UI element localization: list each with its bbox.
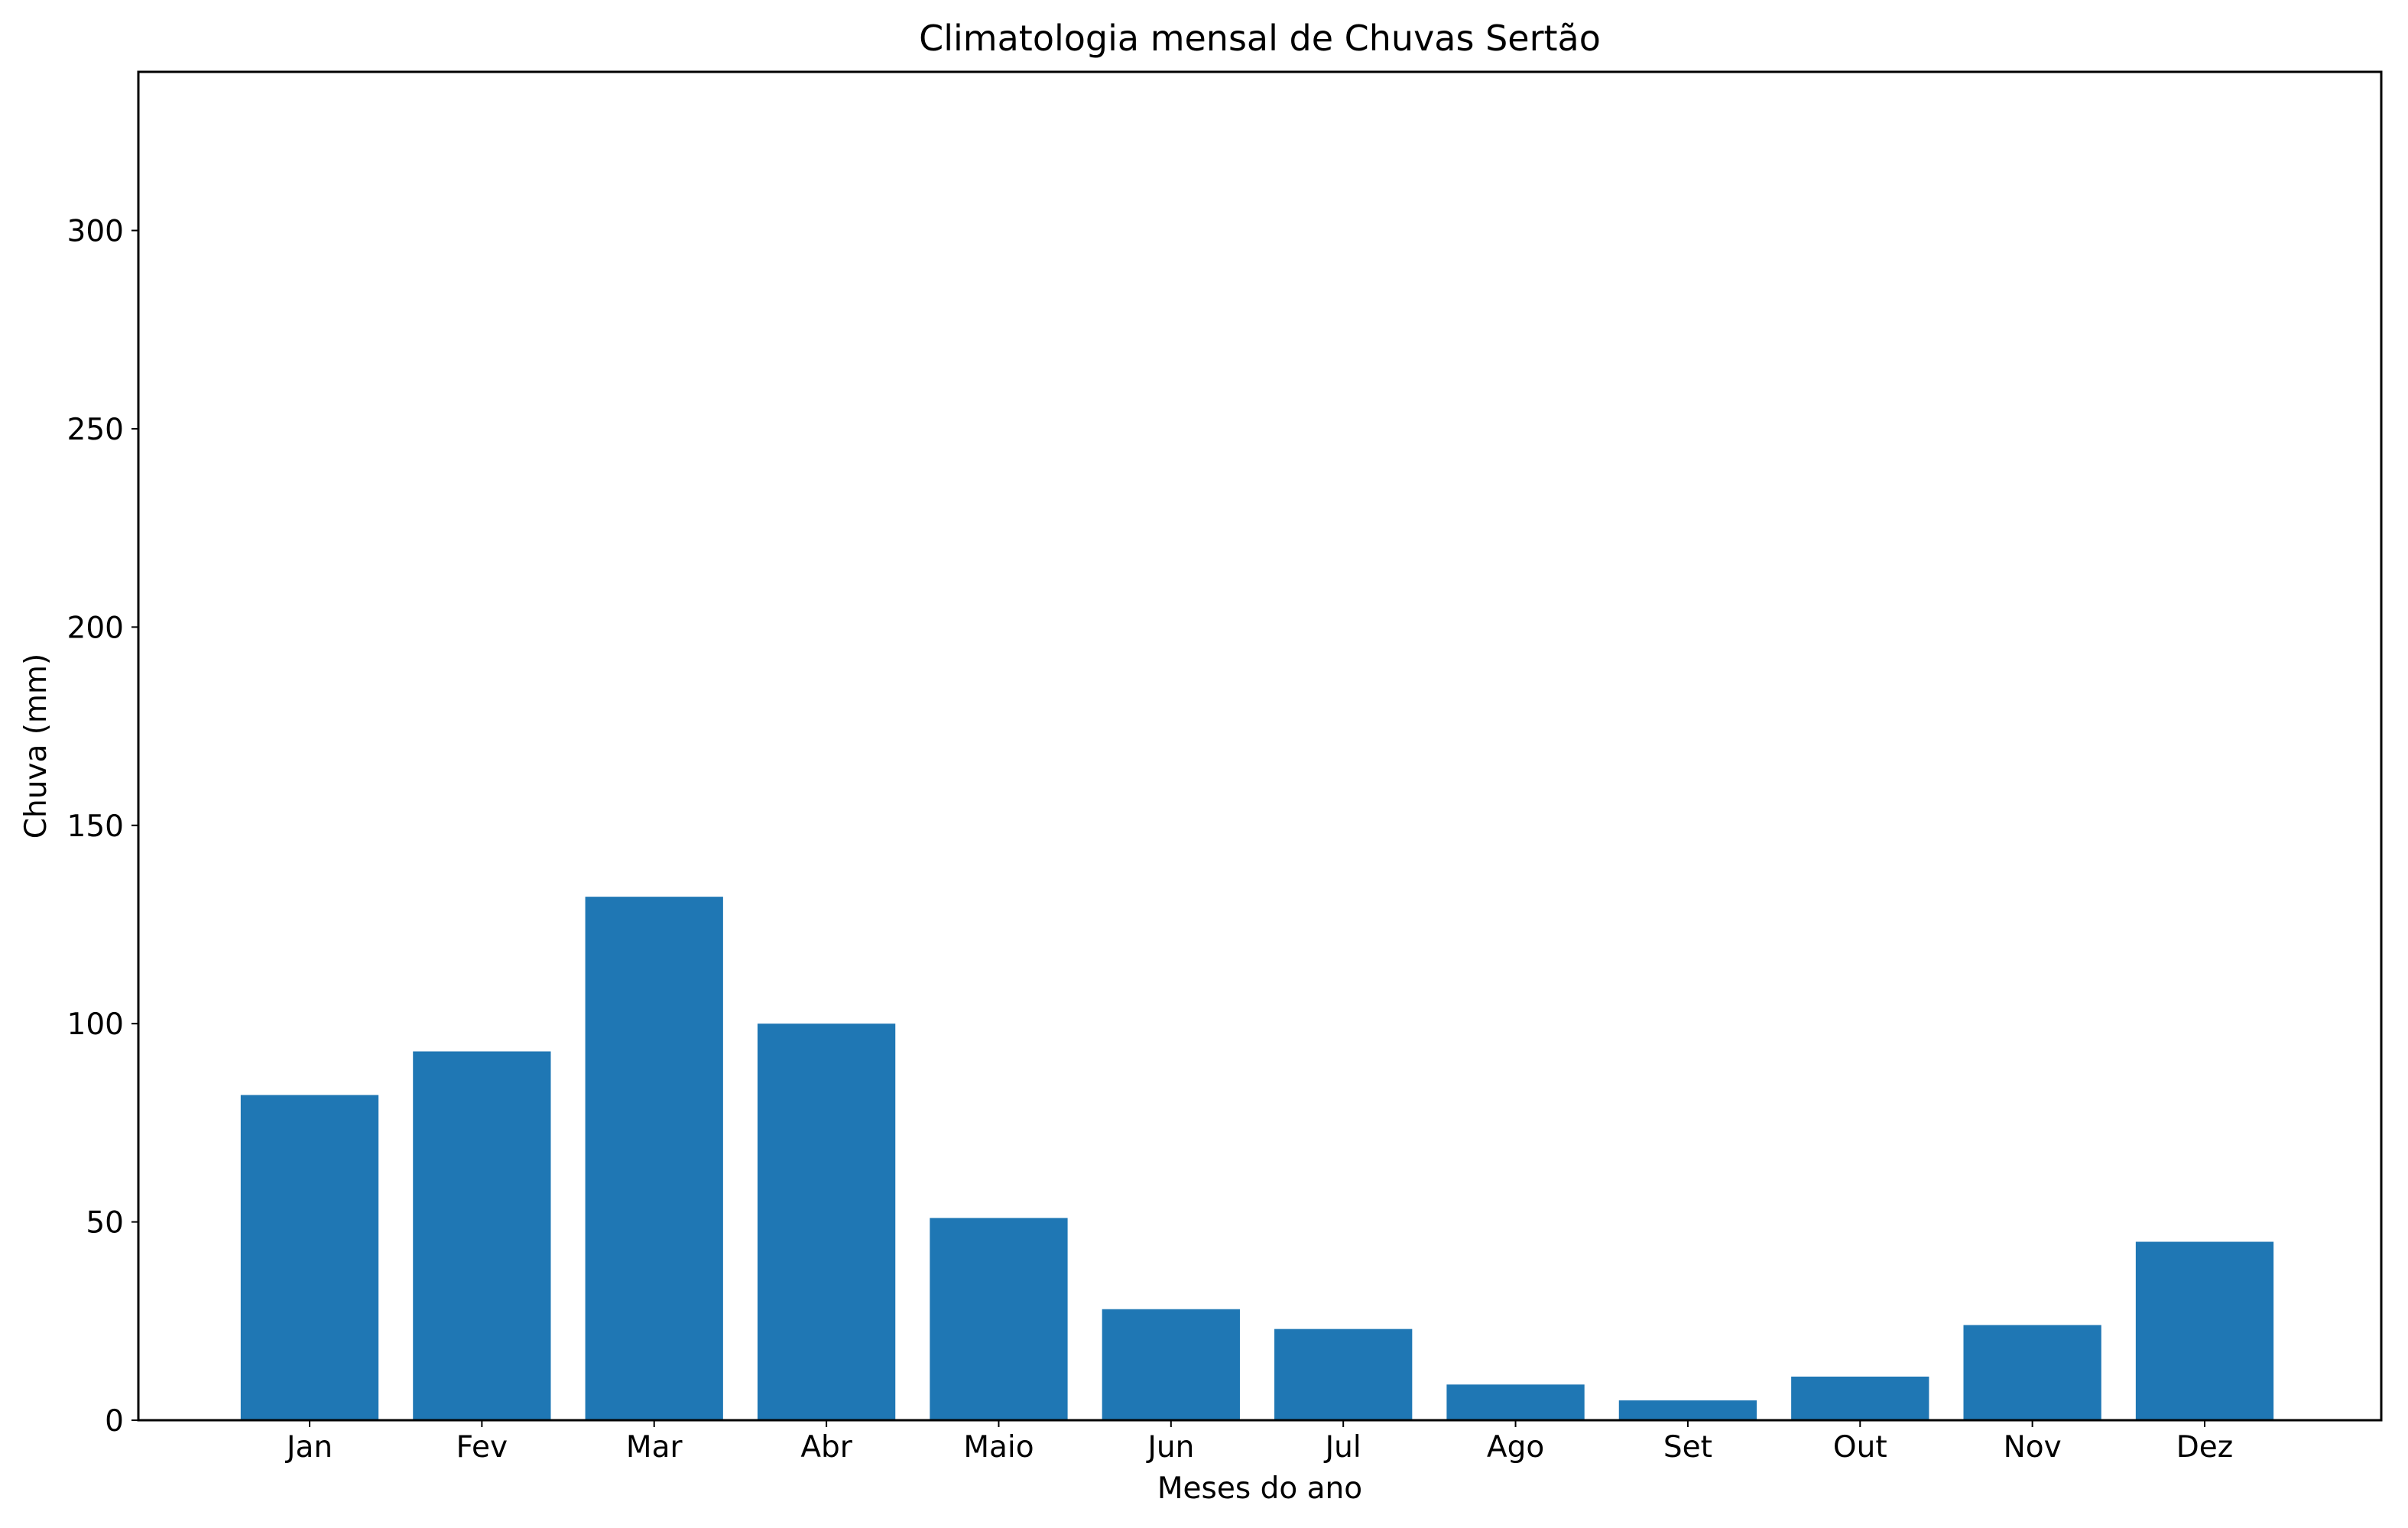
plot-frame: [137, 70, 2383, 1422]
bar-set: [1618, 1400, 1757, 1420]
x-tick-label-nov: Nov: [2004, 1430, 2062, 1465]
x-tick-label-set: Set: [1663, 1430, 1712, 1465]
y-tick-label-100: 100: [67, 1007, 124, 1042]
y-tick-label-50: 50: [86, 1206, 124, 1241]
bar-mar: [585, 897, 723, 1420]
x-tick-label-fev: Fev: [456, 1430, 508, 1465]
y-axis-ticks: 0 50 100 150 200 250 300: [67, 215, 138, 1439]
x-tick-label-maio: Maio: [963, 1430, 1034, 1465]
bar-ago: [1446, 1384, 1585, 1420]
bar-dez: [2135, 1241, 2274, 1420]
bar-fev: [413, 1051, 551, 1420]
x-tick-label-jun: Jun: [1145, 1430, 1194, 1465]
y-tick-label-300: 300: [67, 215, 124, 249]
bar-jul: [1274, 1328, 1413, 1420]
bars-group: [240, 897, 2274, 1420]
y-tick-label-0: 0: [105, 1404, 124, 1439]
bar-jan: [240, 1095, 379, 1420]
y-axis-label: Chuva (mm): [19, 654, 54, 839]
y-tick-label-250: 250: [67, 413, 124, 447]
chart-title: Climatologia mensal de Chuvas Sertão: [919, 18, 1601, 59]
bar-nov: [1963, 1325, 2101, 1420]
x-tick-label-out: Out: [1833, 1430, 1887, 1465]
x-tick-label-ago: Ago: [1487, 1430, 1544, 1465]
x-tick-label-dez: Dez: [2176, 1430, 2234, 1465]
x-tick-label-abr: Abr: [800, 1430, 852, 1465]
x-tick-label-jan: Jan: [284, 1430, 333, 1465]
x-axis-ticks: Jan Fev Mar Abr Maio Jun Jul Ago Set Out Nov Dez: [284, 1420, 2233, 1465]
x-tick-label-jul: Jul: [1323, 1430, 1361, 1465]
bar-maio: [930, 1218, 1068, 1420]
y-tick-label-150: 150: [67, 809, 124, 844]
bar-abr: [757, 1024, 896, 1420]
bar-jun: [1102, 1309, 1240, 1420]
bar-out: [1791, 1376, 1929, 1420]
x-axis-label: Meses do ano: [1157, 1471, 1362, 1506]
x-tick-label-mar: Mar: [626, 1430, 683, 1465]
y-tick-label-200: 200: [67, 611, 124, 645]
